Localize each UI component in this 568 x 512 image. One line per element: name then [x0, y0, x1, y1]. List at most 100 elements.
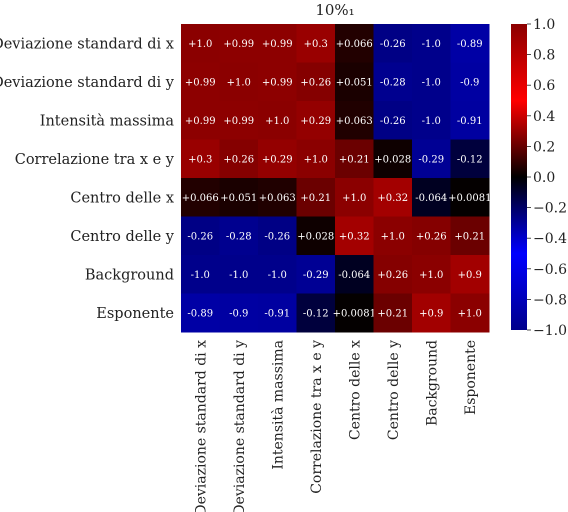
heatmap-cell-label-6-7: +0.9	[458, 270, 482, 281]
chart-title: 10%₁	[315, 1, 354, 19]
heatmap-cell-1-4	[335, 62, 374, 102]
heatmap-cell-7-3	[296, 293, 336, 333]
heatmap-cell-0-3	[296, 24, 336, 63]
heatmap-cell-label-5-7: +0.21	[454, 231, 485, 242]
heatmap-cell-1-7	[450, 62, 490, 102]
heatmap-cell-5-2	[258, 216, 297, 256]
heatmap-cell-2-6	[412, 101, 451, 140]
heatmap-cell-label-0-1: +0.99	[223, 39, 254, 50]
column-label-1: Deviazione standard di y	[232, 340, 248, 512]
heatmap-cell-label-1-1: +1.0	[227, 77, 251, 88]
heatmap-cell-label-5-4: +0.32	[339, 231, 370, 242]
heatmap-cell-label-0-3: +0.3	[304, 39, 328, 50]
heatmap-cell-label-4-7: +0.0081	[448, 193, 491, 204]
row-label-0: Deviazione standard di x	[0, 36, 174, 52]
row-label-3: Correlazione tra x e y	[15, 152, 175, 168]
heatmap-cell-7-6	[412, 293, 451, 333]
heatmap-cell-1-2	[258, 62, 297, 102]
colorbar-tick-label-1: 0.8	[533, 48, 555, 64]
heatmap-cell-4-0	[181, 178, 220, 217]
heatmap-cell-label-4-2: +0.063	[259, 193, 296, 204]
colorbar-tick-label-6: −0.2	[533, 201, 567, 217]
heatmap-cell-6-0	[181, 255, 220, 294]
heatmap-cell-4-2	[258, 178, 297, 217]
heatmap-cell-label-1-6: -1.0	[422, 77, 441, 88]
heatmap-cell-label-3-5: +0.028	[374, 154, 411, 165]
heatmap-cell-6-6	[412, 255, 451, 294]
column-label-3: Correlazione tra x e y	[309, 340, 325, 494]
heatmap-cell-5-0	[181, 216, 220, 256]
heatmap-cell-3-4	[335, 139, 374, 179]
heatmap-cell-0-5	[373, 24, 413, 63]
heatmap-cell-2-4	[335, 101, 374, 140]
heatmap-cell-0-6	[412, 24, 451, 63]
colorbar-tick-label-10: −1.0	[533, 323, 567, 339]
colorbar-gradient	[511, 24, 527, 330]
heatmap-cell-label-3-7: -0.12	[457, 154, 483, 165]
row-label-4: Centro delle x	[70, 190, 174, 206]
heatmap-cell-5-3	[296, 216, 336, 256]
heatmap-cell-6-3	[296, 255, 336, 294]
column-label-0: Deviazione standard di x	[193, 340, 209, 512]
heatmap-cell-0-2	[258, 24, 297, 63]
heatmap-cell-label-1-7: -0.9	[460, 77, 479, 88]
heatmap-cell-5-4	[335, 216, 374, 256]
heatmap-cell-label-6-2: -1.0	[268, 270, 287, 281]
heatmap-cell-label-4-1: +0.051	[220, 193, 257, 204]
colorbar-tick-label-5: 0.0	[533, 170, 555, 186]
heatmap-cell-4-5	[373, 178, 413, 217]
heatmap-cell-1-5	[373, 62, 413, 102]
heatmap-cell-4-6	[412, 178, 451, 217]
heatmap-cell-2-3	[296, 101, 336, 140]
heatmap-cell-label-5-5: +1.0	[381, 231, 405, 242]
heatmap-cell-label-2-7: -0.91	[457, 116, 483, 127]
heatmap-cell-0-0	[181, 24, 220, 63]
heatmap-cell-label-6-0: -1.0	[191, 270, 210, 281]
heatmap-cell-7-2	[258, 293, 297, 333]
heatmap-cell-7-1	[219, 293, 259, 333]
colorbar-tick-label-4: 0.2	[533, 139, 555, 155]
heatmap-cell-label-0-2: +0.99	[262, 39, 293, 50]
heatmap-cell-label-2-1: +0.99	[223, 116, 254, 127]
heatmap-cell-4-3	[296, 178, 336, 217]
heatmap-cell-label-3-2: +0.29	[262, 154, 293, 165]
column-label-6: Background	[424, 340, 440, 426]
heatmap-cell-6-7	[450, 255, 490, 294]
heatmap-cell-label-0-5: -0.26	[380, 39, 406, 50]
heatmap-cell-label-6-4: -0.064	[338, 270, 370, 281]
column-label-4: Centro delle x	[347, 340, 363, 440]
heatmap-cells: +1.0 +0.99 +0.99 +0.3 +0.066 -0.26 -1.0 -0.89 +0…	[181, 24, 491, 333]
colorbar-tick-label-2: 0.6	[533, 78, 555, 94]
heatmap-cell-label-7-4: +0.0081	[333, 308, 376, 319]
heatmap-cell-label-2-2: +1.0	[265, 116, 289, 127]
heatmap-cell-label-0-6: -1.0	[422, 39, 441, 50]
column-label-5: Centro delle y	[386, 340, 402, 440]
column-label-7: Esponente	[463, 340, 479, 415]
heatmap-cell-2-5	[373, 101, 413, 140]
heatmap-cell-6-4	[335, 255, 374, 294]
heatmap-cell-3-5	[373, 139, 413, 179]
heatmap-cell-4-7	[450, 178, 490, 217]
heatmap-cell-label-6-1: -1.0	[229, 270, 248, 281]
heatmap-cell-label-7-5: +0.21	[377, 308, 408, 319]
colorbar-tick-label-0: 1.0	[533, 17, 555, 33]
heatmap-cell-label-2-6: -1.0	[422, 116, 441, 127]
heatmap-cell-6-1	[219, 255, 259, 294]
heatmap-cell-label-4-4: +1.0	[342, 193, 366, 204]
colorbar: 1.0 0.8 0.6 0.4 0.2 0.0 −0.2 −0.4 −0.6 −0.8 −1.0	[511, 17, 567, 339]
heatmap-cell-label-5-1: -0.28	[226, 231, 252, 242]
heatmap-cell-0-1	[219, 24, 259, 63]
heatmap-cell-label-6-3: -0.29	[303, 270, 329, 281]
heatmap-cell-4-1	[219, 178, 259, 217]
row-label-2: Intensità massima	[40, 112, 175, 129]
colorbar-tick-label-8: −0.6	[533, 262, 567, 278]
colorbar-tick-label-7: −0.4	[533, 231, 567, 247]
heatmap-cell-label-6-5: +0.26	[377, 270, 408, 281]
heatmap-cell-label-1-0: +0.99	[185, 77, 216, 88]
heatmap-cell-5-1	[219, 216, 259, 256]
heatmap-cell-label-2-5: -0.26	[380, 116, 406, 127]
heatmap-cell-label-5-6: +0.26	[416, 231, 447, 242]
heatmap-cell-label-7-2: -0.91	[264, 308, 290, 319]
heatmap-cell-label-2-3: +0.29	[300, 116, 331, 127]
